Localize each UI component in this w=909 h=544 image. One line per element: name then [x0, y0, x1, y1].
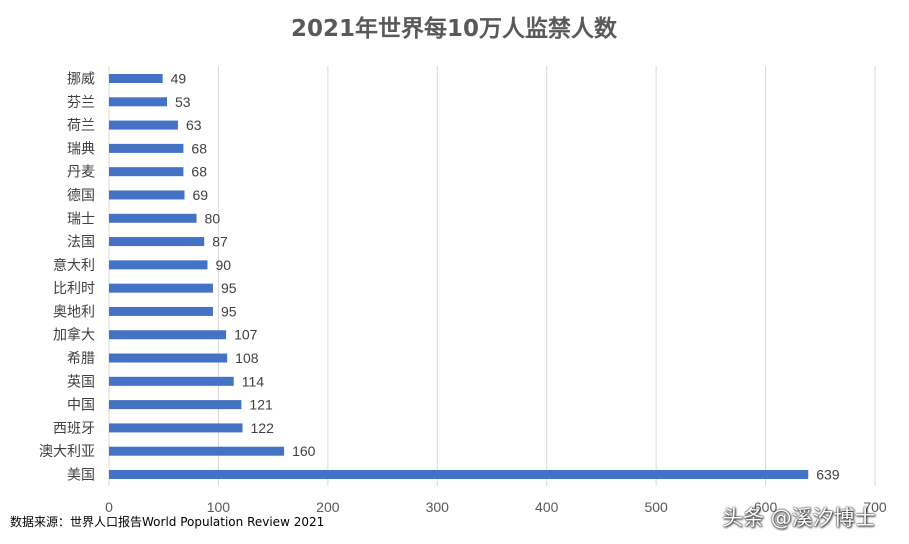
category-label: 澳大利亚 [39, 444, 95, 460]
bar [109, 446, 285, 456]
bar [109, 237, 205, 247]
category-label: 芬兰 [67, 95, 95, 111]
value-label: 121 [249, 397, 273, 413]
value-label: 114 [242, 373, 265, 389]
x-tick-labels: 0 100 200 300 400 500 600 700 [105, 499, 887, 515]
category-label: 英国 [67, 373, 95, 390]
category-label: 德国 [67, 188, 95, 204]
bar [109, 97, 167, 107]
category-label: 比利时 [53, 281, 95, 297]
bar [109, 213, 197, 223]
category-label: 奥地利 [53, 303, 95, 320]
x-tick-label: 0 [105, 499, 113, 515]
bar [109, 283, 213, 293]
value-label: 49 [171, 71, 187, 87]
value-label: 95 [221, 280, 237, 296]
category-label: 瑞典 [67, 141, 95, 157]
bars [109, 74, 809, 479]
gridlines [108, 66, 876, 486]
bar [109, 470, 809, 479]
watermark: 头条 @溪汐博士 [722, 506, 876, 530]
value-label: 87 [212, 234, 228, 250]
value-label: 95 [221, 303, 237, 319]
category-label: 挪威 [67, 72, 95, 88]
value-label: 68 [191, 164, 207, 180]
source-note: 数据来源：世界人口报告World Population Review 2021 [10, 515, 325, 529]
bar [109, 376, 234, 386]
chart-title: 2021年世界每10万人监禁人数 [291, 15, 618, 42]
bar [109, 260, 208, 270]
value-label: 68 [191, 140, 207, 156]
value-label: 639 [816, 467, 840, 483]
category-label: 瑞士 [67, 211, 95, 227]
category-label: 意大利 [53, 257, 95, 274]
x-tick-label: 500 [644, 499, 668, 515]
category-label: 西班牙 [53, 421, 95, 437]
value-label: 108 [235, 350, 259, 366]
value-label: 69 [193, 187, 209, 203]
category-label: 加拿大 [53, 327, 95, 344]
value-label: 90 [215, 257, 231, 273]
value-label: 63 [186, 117, 202, 133]
value-label: 53 [175, 94, 191, 110]
x-tick-label: 200 [316, 499, 340, 515]
category-label: 法国 [67, 235, 95, 251]
x-tick-label: 700 [863, 499, 887, 515]
value-label: 122 [251, 420, 275, 436]
category-label: 希腊 [67, 351, 95, 367]
x-tick-label: 400 [535, 499, 559, 515]
bar [109, 190, 185, 200]
bar [109, 330, 227, 340]
bar [109, 306, 213, 316]
value-labels: 49 53 63 68 68 69 80 87 90 95 95 107 108 114 121 122 160… [171, 71, 840, 483]
bar [109, 74, 163, 83]
x-tick-label: 300 [426, 499, 450, 515]
category-label: 荷兰 [67, 118, 95, 134]
bar [109, 120, 178, 130]
category-label: 中国 [67, 398, 95, 414]
category-labels: 挪威芬兰荷兰瑞典丹麦德国瑞士法国意大利比利时奥地利加拿大希腊英国中国西班牙澳大利… [39, 72, 95, 484]
category-label: 美国 [67, 468, 95, 484]
bar [109, 423, 243, 433]
bar [109, 400, 242, 410]
value-label: 107 [234, 327, 258, 343]
value-label: 80 [205, 210, 221, 226]
bar [109, 167, 184, 177]
category-label: 丹麦 [67, 165, 95, 181]
value-label: 160 [292, 443, 316, 459]
bar [109, 353, 228, 363]
x-tick-label: 600 [754, 499, 778, 515]
x-tick-label: 100 [207, 499, 231, 515]
bar [109, 143, 184, 153]
